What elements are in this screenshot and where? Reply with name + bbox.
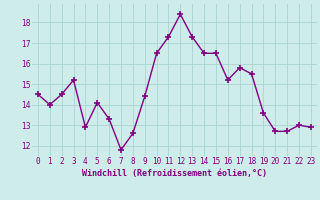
X-axis label: Windchill (Refroidissement éolien,°C): Windchill (Refroidissement éolien,°C) <box>82 169 267 178</box>
